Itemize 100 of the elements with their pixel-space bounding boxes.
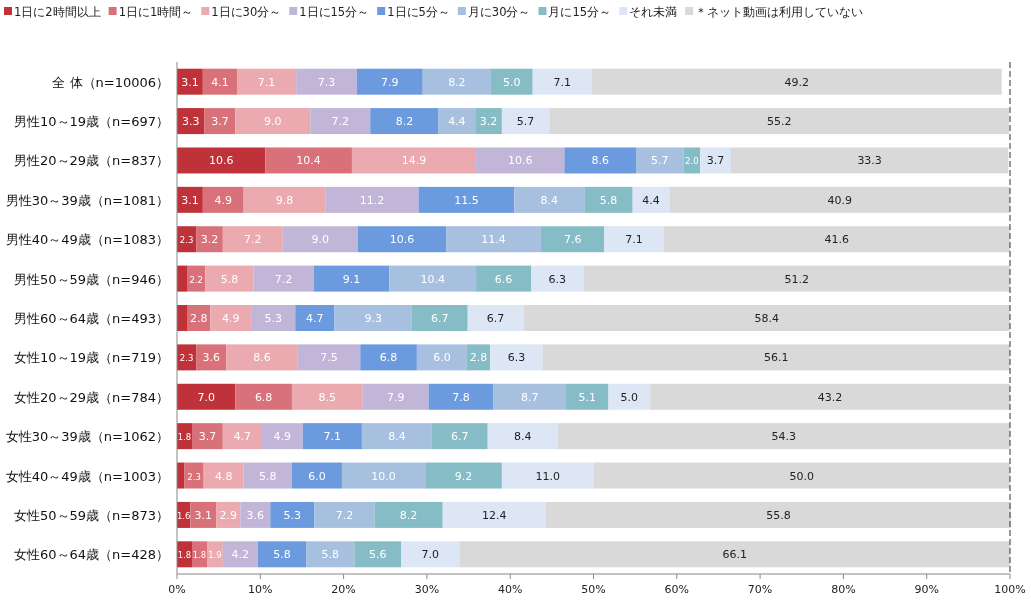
data-label: 7.2 (244, 233, 262, 247)
bar (564, 147, 636, 174)
data-label: 1.6 (176, 510, 191, 521)
x-tick-label: 0% (168, 583, 186, 596)
data-label: 10.6 (208, 154, 234, 168)
data-label: 7.0 (197, 390, 215, 404)
data-label: 3.7 (211, 115, 229, 129)
y-tick-label: 男性10～19歳（n=697） (13, 114, 169, 130)
y-tick-label: 男性20～29歳（n=837） (13, 153, 169, 169)
data-label: 2.3 (187, 471, 201, 482)
data-label: 9.1 (342, 272, 361, 286)
bar (356, 68, 423, 95)
data-label: 7.3 (317, 75, 336, 89)
y-tick-label: 女性50～59歳（n=873） (13, 507, 169, 523)
bar (341, 462, 426, 489)
data-label: 3.3 (181, 115, 200, 129)
data-label: 7.9 (386, 390, 405, 404)
data-label: 3.6 (202, 351, 220, 365)
data-label: 5.3 (264, 312, 282, 325)
data-label: 1.9 (208, 550, 222, 561)
data-label: 2.0 (685, 156, 699, 167)
data-label: 5.8 (220, 272, 239, 286)
data-label: 9.2 (454, 469, 473, 483)
bar (253, 265, 314, 292)
bar (650, 383, 1010, 410)
bar (222, 423, 262, 450)
data-label: 8.6 (253, 351, 271, 365)
bar (428, 383, 494, 410)
data-label: 6.3 (548, 272, 567, 286)
data-label: 56.1 (764, 351, 789, 365)
bar (566, 383, 609, 410)
bar (206, 541, 223, 568)
bar (493, 383, 567, 410)
data-label: 40.9 (827, 193, 852, 207)
bar (591, 68, 1002, 95)
data-label: 2.9 (219, 508, 237, 522)
data-label: 7.1 (625, 233, 643, 247)
y-tick-label: 女性10～19歳（n=719） (13, 350, 169, 366)
data-label: 8.6 (591, 154, 609, 168)
data-label: 10.4 (420, 272, 445, 286)
data-label: 2.8 (189, 312, 208, 325)
data-label: 4.7 (233, 430, 252, 444)
data-label: 5.8 (321, 548, 340, 562)
bar (354, 541, 402, 568)
x-tick-label: 10% (248, 583, 273, 596)
data-label: 8.2 (448, 75, 466, 89)
x-tick-label: 40% (497, 583, 523, 596)
data-label: 8.7 (521, 390, 539, 404)
legend-label: ＊ネット動画は利用していない (695, 5, 864, 19)
data-label: 5.7 (650, 154, 669, 168)
bar (730, 147, 1009, 174)
data-label: 2.2 (189, 274, 203, 285)
bar (177, 147, 266, 174)
bar (549, 108, 1010, 135)
bar (532, 68, 592, 95)
bar (374, 501, 443, 528)
bar (422, 68, 492, 95)
data-label: 8.4 (513, 430, 532, 444)
data-label: 10.6 (389, 233, 415, 247)
data-label: 11.0 (535, 469, 560, 483)
bar (541, 226, 605, 253)
data-label: 5.6 (369, 548, 387, 562)
data-label: 55.2 (767, 115, 792, 129)
legend-label: 1日に15分～ (299, 5, 370, 19)
bar (226, 344, 298, 371)
data-label: 3.1 (194, 508, 212, 522)
data-label: 4.1 (211, 75, 229, 89)
data-label: 66.1 (722, 548, 747, 562)
data-label: 4.8 (214, 469, 233, 483)
bar (310, 108, 371, 135)
bar (236, 68, 297, 95)
legend-label: 1日に1時間～ (118, 5, 194, 19)
data-label: 8.5 (318, 390, 337, 404)
bar (501, 108, 550, 135)
bar (411, 305, 468, 331)
bar (531, 265, 584, 292)
data-label: 5.8 (273, 548, 291, 562)
bar (557, 423, 1010, 450)
data-label: 1.8 (192, 550, 207, 561)
bar (291, 462, 342, 489)
y-tick-label: 全 体（n=10006） (52, 74, 169, 90)
y-tick-label: 女性30～39歳（n=1062） (5, 429, 169, 445)
data-label: 4.4 (448, 115, 466, 129)
bar (204, 108, 236, 135)
data-label: 7.2 (274, 272, 293, 286)
bar (306, 541, 355, 568)
bar (523, 305, 1010, 331)
data-label: 4.9 (214, 193, 232, 207)
data-label: 4.4 (642, 193, 660, 207)
bar (370, 108, 439, 135)
bar (583, 265, 1010, 292)
bar (177, 305, 187, 331)
bar (501, 462, 594, 489)
x-tick-label: 70% (747, 583, 773, 596)
bar (334, 305, 412, 331)
bar (205, 265, 254, 292)
bar (401, 541, 460, 568)
data-label: 3.7 (706, 154, 725, 168)
bar (490, 344, 543, 371)
bar (297, 344, 361, 371)
